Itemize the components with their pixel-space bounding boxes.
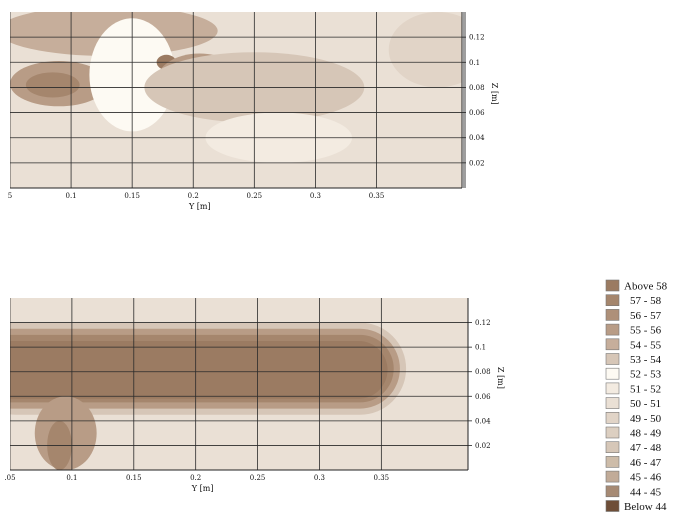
x-tick-label: 0.25 xyxy=(250,474,266,482)
z-tick-label: 0.08 xyxy=(469,84,485,92)
legend-swatch xyxy=(605,456,620,468)
z-tick-label: 0.12 xyxy=(475,319,491,327)
x-tick-label: 5 xyxy=(8,192,12,200)
legend-swatch xyxy=(605,485,620,498)
legend-swatch xyxy=(605,426,620,439)
x-tick-label: 0.1 xyxy=(66,474,77,482)
legend-swatch xyxy=(605,397,620,409)
contour-band xyxy=(10,341,388,399)
legend-swatch xyxy=(605,294,620,307)
legend-label: 50 - 51 xyxy=(630,398,661,410)
x-tick-label: 0.15 xyxy=(126,474,142,482)
x-tick-label: 0.2 xyxy=(190,474,201,482)
z-tick-label: 0.08 xyxy=(475,368,491,376)
legend-swatch xyxy=(605,353,620,365)
contour-region xyxy=(388,12,462,88)
legend-label: Below 44 xyxy=(624,501,667,513)
contour-region xyxy=(25,72,80,98)
x-axis-title: Y [m] xyxy=(188,202,211,211)
legend-swatch xyxy=(605,323,620,336)
legend-label: 45 - 46 xyxy=(630,472,662,484)
x-tick-label: .05 xyxy=(4,474,15,482)
legend-label: 44 - 45 xyxy=(630,486,662,498)
z-axis-title: Z [m] xyxy=(490,83,499,105)
x-tick-label: 0.35 xyxy=(369,192,385,200)
z-tick-label: 0.06 xyxy=(475,393,491,401)
scroll-edge xyxy=(463,12,466,188)
legend-label: 49 - 50 xyxy=(630,413,662,425)
legend-label: 57 - 58 xyxy=(630,295,662,307)
legend-label: 53 - 54 xyxy=(630,354,662,366)
x-tick-label: 0.35 xyxy=(374,474,390,482)
z-tick-label: 0.1 xyxy=(469,59,480,67)
z-tick-label: 0.04 xyxy=(469,134,485,142)
z-tick-label: 0.06 xyxy=(469,109,485,117)
legend-label: 48 - 49 xyxy=(630,428,662,440)
legend-swatch xyxy=(605,309,620,321)
legend-swatch xyxy=(605,441,620,454)
legend-label: 46 - 47 xyxy=(630,457,662,469)
legend-swatch xyxy=(605,338,620,351)
legend-swatch xyxy=(605,367,620,380)
x-tick-label: 0.2 xyxy=(188,192,199,200)
x-axis-title: Y [m] xyxy=(191,484,214,493)
z-tick-label: 0.12 xyxy=(469,34,485,42)
legend-swatch xyxy=(605,411,620,424)
legend-label: 55 - 56 xyxy=(630,325,662,337)
legend-swatch xyxy=(605,382,620,395)
x-tick-label: 0.3 xyxy=(314,474,325,482)
legend-label: 54 - 55 xyxy=(630,339,662,351)
z-axis-title: Z [m] xyxy=(496,367,505,389)
legend-label: 51 - 52 xyxy=(630,383,661,395)
legend-label: 47 - 48 xyxy=(630,442,662,454)
x-tick-label: 0.15 xyxy=(124,192,140,200)
legend: Above 58 57 - 58 56 - 57 55 - 56 54 - 55 53 -… xyxy=(605,279,668,513)
z-tick-label: 0.1 xyxy=(475,344,486,352)
legend-swatch xyxy=(605,500,620,512)
x-tick-label: 0.1 xyxy=(66,192,77,200)
x-tick-label: 0.3 xyxy=(310,192,321,200)
z-tick-label: 0.04 xyxy=(475,417,491,425)
contour-field-1 xyxy=(10,12,462,188)
contour-field-2 xyxy=(10,298,468,470)
legend-label: Above 58 xyxy=(624,281,668,293)
legend-label: 52 - 53 xyxy=(630,369,662,381)
legend-swatch xyxy=(605,470,620,483)
x-tick-label: 0.25 xyxy=(247,192,263,200)
z-tick-label: 0.02 xyxy=(475,442,491,450)
z-tick-label: 0.02 xyxy=(469,159,485,167)
legend-swatch xyxy=(605,279,620,292)
legend-label: 56 - 57 xyxy=(630,310,662,322)
